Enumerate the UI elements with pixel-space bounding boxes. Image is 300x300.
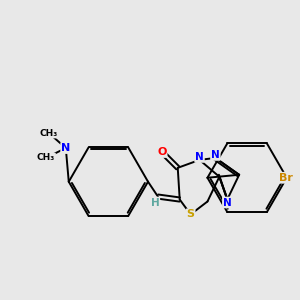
- Text: CH₃: CH₃: [40, 129, 58, 138]
- Text: N: N: [223, 197, 232, 208]
- Text: H: H: [151, 197, 159, 208]
- Text: CH₃: CH₃: [37, 153, 55, 162]
- Text: S: S: [187, 209, 195, 219]
- Text: N: N: [195, 152, 204, 162]
- Text: N: N: [61, 143, 70, 153]
- Text: N: N: [211, 150, 220, 160]
- Text: O: O: [157, 147, 167, 157]
- Text: Br: Br: [279, 173, 293, 183]
